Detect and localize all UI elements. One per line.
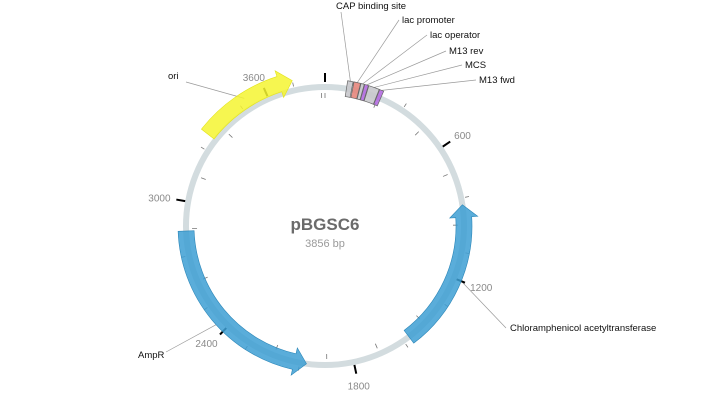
feature-label-ori: ori (168, 71, 179, 82)
leader-cap-binding-site (340, 11, 351, 82)
feature-label-mcs: MCS (465, 60, 486, 71)
feature-lac-promoter[interactable] (350, 81, 361, 100)
feature-ampr[interactable] (177, 230, 307, 376)
leader-lac-operator (362, 34, 428, 85)
feature-m13-rev[interactable] (359, 84, 369, 102)
major-tick-3000 (176, 198, 186, 203)
minor-tick (200, 146, 205, 150)
feature-cap-binding-site[interactable] (344, 80, 354, 98)
minor-tick (442, 174, 448, 177)
tick-label-1200: 1200 (470, 283, 493, 294)
feature-ori[interactable] (201, 70, 293, 140)
major-tick-600 (442, 140, 451, 148)
feature-label-m13-fwd: M13 fwd (479, 75, 515, 86)
minor-tick (374, 343, 378, 349)
leader-lac-promoter (357, 19, 400, 83)
minor-tick (292, 82, 294, 87)
feature-label-m13-rev: M13 rev (449, 46, 484, 57)
feature-label-lac-operator: lac operator (430, 30, 480, 41)
minor-tick (403, 103, 407, 108)
plasmid-length: 3856 bp (305, 238, 345, 250)
feature-label-lac-promoter: lac promoter (402, 15, 455, 26)
major-tick-1800 (353, 364, 358, 374)
leader-chloramphenicol-acetyltransferase (461, 280, 507, 329)
feature-label-chloramphenicol-acetyltransferase: Chloramphenicol acetyltransferase (510, 323, 656, 334)
leader-m13-rev (366, 50, 447, 86)
minor-tick (414, 131, 420, 136)
feature-label-ampr: AmpR (138, 350, 165, 361)
tick-labels: 600 1200 1800 2400 3000 3600 (148, 73, 493, 392)
leader-ori (185, 81, 245, 99)
minor-tick (352, 81, 354, 86)
feature-mcs[interactable] (363, 85, 380, 105)
minor-tick (405, 343, 409, 348)
tick-label-3000: 3000 (148, 193, 171, 204)
plasmid-name: pBGSC6 (291, 215, 360, 234)
leader-ampr (165, 324, 217, 353)
tick-label-2400: 2400 (195, 339, 218, 350)
leader-mcs (374, 64, 463, 88)
minor-tick (200, 177, 206, 180)
feature-labels: ori Chloramphenicol acetyltransferase AmpR… (138, 1, 656, 361)
tick-label-1800: 1800 (348, 381, 371, 392)
feature-lac-operator[interactable] (356, 83, 365, 101)
feature-label-cap-binding-site: CAP binding site (336, 1, 406, 12)
minor-tick (228, 133, 233, 138)
tick-label-3600: 3600 (243, 73, 266, 84)
leader-m13-fwd (381, 79, 477, 91)
tick-label-600: 600 (454, 131, 471, 142)
features (177, 70, 479, 376)
feature-leaders (165, 11, 507, 353)
feature-chloramphenicol-acetyltransferase[interactable] (403, 204, 479, 344)
minor-tick (465, 196, 470, 198)
feature-m13-fwd[interactable] (373, 89, 385, 107)
